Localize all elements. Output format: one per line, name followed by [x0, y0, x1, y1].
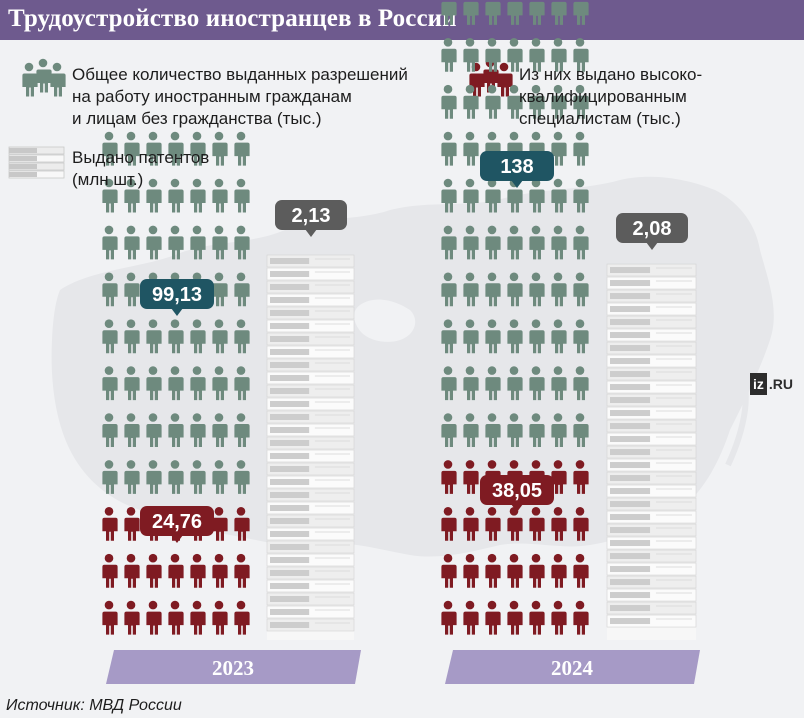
callout-hq-2024-label: 38,05	[492, 480, 542, 502]
callout-patents-2023: 2,13	[275, 200, 347, 237]
patent-stack-2023	[266, 254, 355, 640]
page-title: Трудоустройство иностранцев в России	[8, 5, 457, 32]
year-label-2023: 2023	[212, 656, 254, 680]
year-bar-2023: 2023	[106, 650, 361, 684]
callout-patents-2024-label: 2,08	[633, 218, 672, 240]
callout-hq-2023-label: 24,76	[152, 511, 202, 533]
callout-total-2023: 99,13	[140, 279, 214, 316]
legend-icon-total-permits	[22, 58, 66, 97]
title-bar: Трудоустройство иностранцев в России	[0, 0, 804, 40]
legend-label-patents: Выдано патентов (млн шт.)	[72, 148, 210, 189]
callout-hq-2023: 24,76	[140, 506, 214, 543]
year-label-2024: 2024	[551, 656, 594, 680]
callout-patents-2023-label: 2,13	[292, 205, 331, 227]
callout-patents-2024: 2,08	[616, 213, 688, 250]
year-bar-2024: 2024	[445, 650, 700, 684]
russia-map-background	[51, 176, 774, 557]
callout-total-2024-label: 138	[500, 156, 533, 178]
iz-ru-logo: iz .RU	[750, 372, 793, 396]
callout-hq-2024: 38,05	[480, 475, 554, 512]
legend-label-total-permits: Общее количество выданных разрешений на …	[72, 65, 408, 128]
legend-label-highly-qualified: Из них выдано высоко- квалифицированным …	[519, 65, 703, 128]
callout-total-2023-label: 99,13	[152, 284, 202, 306]
source-note: Источник: МВД России	[6, 697, 182, 714]
legend-icon-patents	[8, 146, 65, 179]
callout-total-2024: 138	[480, 151, 554, 188]
people-grid-total-2023	[102, 131, 250, 494]
patent-stack-2024	[606, 263, 697, 640]
